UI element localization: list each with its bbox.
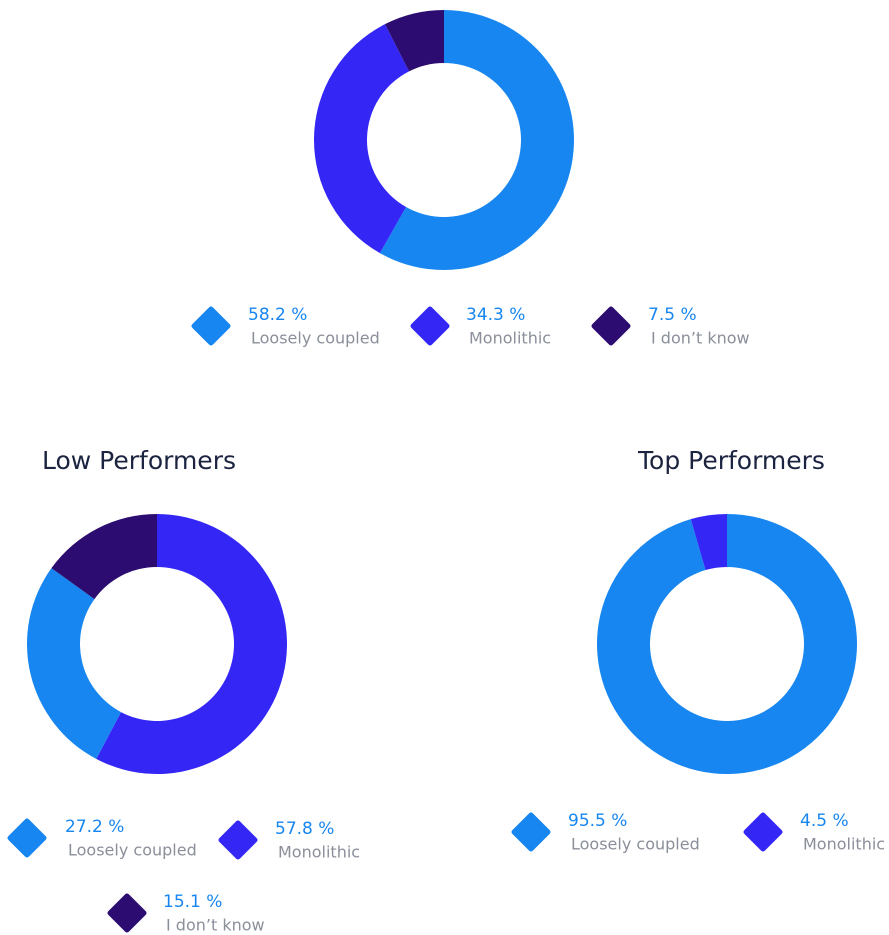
legend-marker	[591, 306, 631, 346]
value-label: 4.5 %	[800, 811, 849, 831]
legend-marker	[511, 812, 551, 852]
value-label: 27.2 %	[65, 817, 124, 837]
slice	[96, 514, 287, 774]
chart-title: Top Performers	[637, 446, 825, 475]
value-label: 58.2 %	[248, 305, 307, 325]
legend-marker	[743, 812, 783, 852]
slice	[51, 514, 158, 600]
legend-label: Loosely coupled	[68, 841, 197, 860]
legend-label: Monolithic	[803, 835, 885, 854]
value-label: 57.8 %	[275, 819, 334, 839]
slice	[690, 514, 727, 571]
chart-title: Low Performers	[42, 446, 236, 475]
legend-marker	[107, 893, 147, 933]
legend-label: I don’t know	[651, 329, 750, 348]
legend-label: I don’t know	[166, 916, 265, 935]
slice	[313, 24, 410, 254]
slice	[597, 514, 857, 774]
slice	[379, 10, 574, 270]
legend-label: Loosely coupled	[571, 835, 700, 854]
legend-label: Monolithic	[278, 843, 360, 862]
legend-label: Loosely coupled	[251, 329, 380, 348]
value-label: 7.5 %	[648, 305, 697, 325]
value-label: 95.5 %	[568, 811, 627, 831]
legend-marker	[191, 306, 231, 346]
slice	[26, 568, 122, 759]
legend-label: Monolithic	[469, 329, 551, 348]
value-label: 15.1 %	[163, 892, 222, 912]
legend-marker	[7, 818, 47, 858]
value-label: 34.3 %	[466, 305, 525, 325]
legend-marker	[218, 820, 258, 860]
legend-marker	[410, 306, 450, 346]
slice	[384, 10, 444, 72]
